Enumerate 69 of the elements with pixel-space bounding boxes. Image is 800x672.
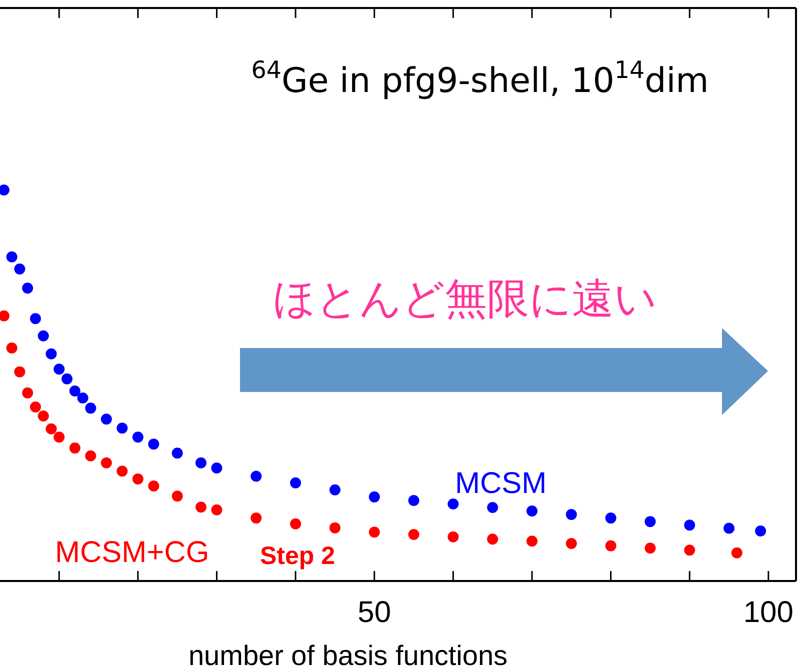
point	[448, 498, 459, 510]
point	[116, 422, 128, 434]
point	[14, 263, 26, 274]
point	[290, 477, 302, 488]
point	[566, 509, 577, 520]
annotation: Step 2	[260, 542, 336, 570]
series-label: MCSM+CG	[55, 536, 210, 569]
point	[755, 525, 766, 536]
point	[605, 512, 616, 524]
point	[684, 520, 696, 531]
point	[54, 432, 65, 443]
point	[85, 402, 96, 414]
point	[566, 538, 577, 549]
point	[487, 534, 498, 545]
point	[290, 518, 302, 530]
point	[329, 522, 340, 534]
point	[526, 506, 538, 517]
point	[526, 536, 538, 547]
point	[172, 448, 183, 459]
point	[30, 313, 41, 324]
annotation: ほとんど無限に遠い	[273, 275, 657, 322]
point	[61, 373, 72, 384]
point	[195, 457, 206, 468]
point	[195, 502, 206, 513]
point	[38, 330, 49, 342]
series-label: MCSM	[455, 467, 547, 500]
point	[487, 502, 498, 513]
point	[132, 473, 144, 484]
point	[6, 342, 18, 354]
point	[116, 466, 128, 477]
point	[644, 542, 656, 554]
point	[30, 402, 41, 413]
point	[38, 410, 49, 422]
point	[148, 480, 160, 492]
point	[684, 544, 696, 556]
point	[408, 494, 420, 506]
point	[148, 438, 160, 450]
point	[46, 423, 57, 434]
point	[46, 348, 57, 360]
point	[77, 392, 88, 404]
point	[250, 512, 262, 524]
chart-title: $^{64}$Ge in pfg9-shell, 10$^{14}$dim	[251, 56, 709, 101]
point	[605, 540, 616, 552]
point	[54, 364, 65, 375]
point	[14, 366, 26, 378]
point	[22, 387, 34, 398]
point	[368, 491, 380, 502]
x-axis-title: number of basis functions	[188, 640, 508, 671]
point	[329, 484, 340, 496]
x-tick-label: 50	[358, 596, 392, 629]
point	[69, 385, 80, 396]
point	[211, 504, 222, 516]
point	[85, 450, 96, 462]
point	[100, 457, 112, 468]
point	[644, 516, 656, 528]
point	[724, 522, 735, 534]
point	[22, 282, 34, 294]
x-tick-label: 100	[743, 596, 794, 629]
point	[448, 531, 459, 542]
point	[250, 470, 262, 482]
point	[132, 432, 144, 443]
point	[172, 490, 183, 502]
point	[211, 462, 222, 474]
point	[408, 528, 420, 540]
point	[69, 442, 80, 454]
point	[100, 414, 112, 425]
point	[368, 526, 380, 538]
point	[731, 547, 742, 558]
point	[6, 251, 18, 262]
